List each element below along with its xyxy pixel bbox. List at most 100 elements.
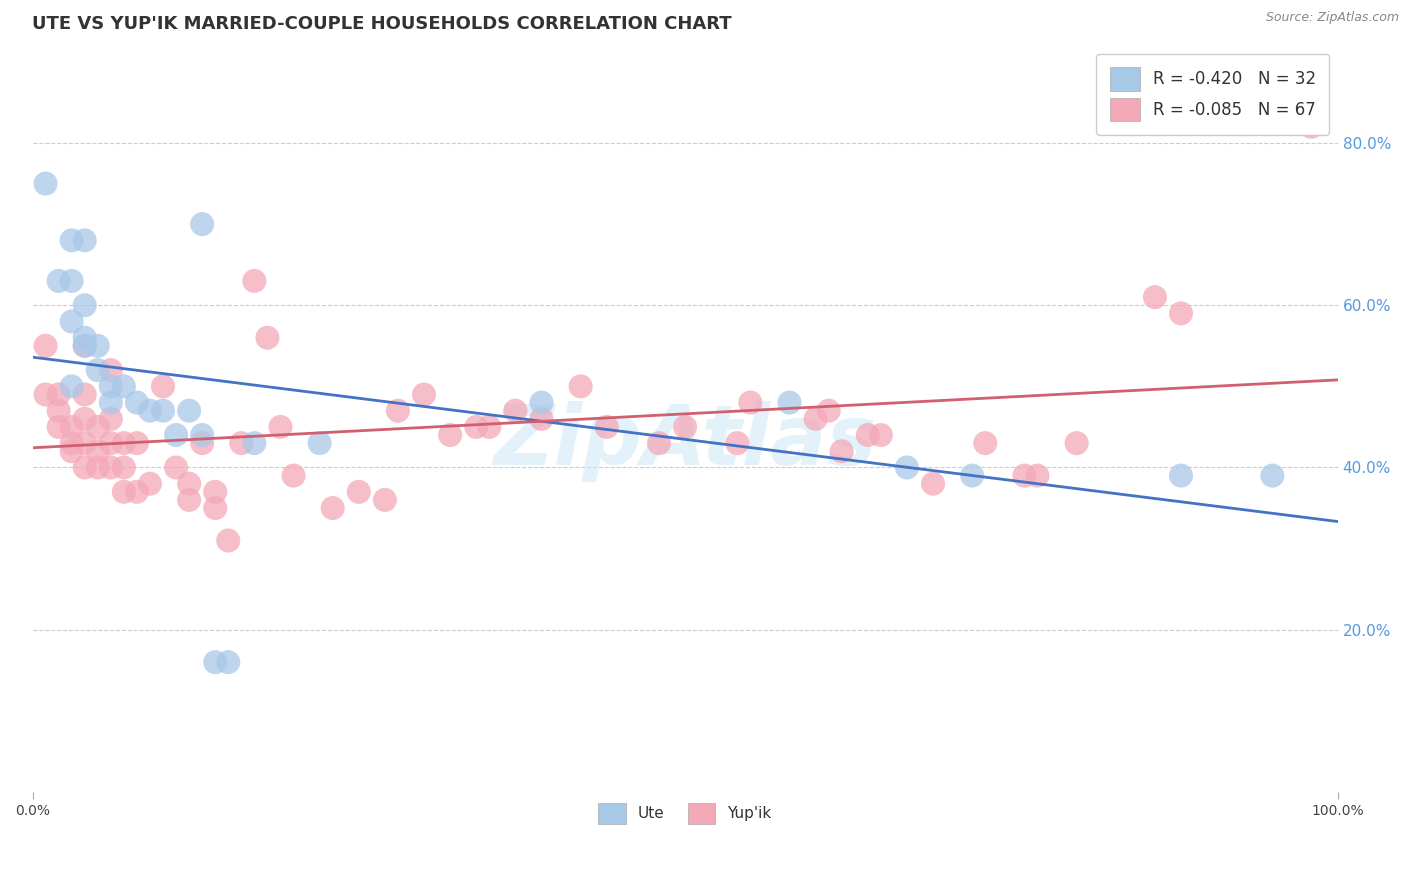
Point	[73, 339, 96, 353]
Point	[191, 428, 214, 442]
Point	[1014, 468, 1036, 483]
Point	[231, 436, 253, 450]
Point	[530, 412, 553, 426]
Point	[60, 274, 83, 288]
Point	[100, 412, 122, 426]
Point	[217, 655, 239, 669]
Point	[308, 436, 330, 450]
Point	[191, 436, 214, 450]
Point	[740, 395, 762, 409]
Point	[152, 379, 174, 393]
Text: ZipAtlas: ZipAtlas	[494, 401, 876, 482]
Point	[243, 274, 266, 288]
Point	[505, 403, 527, 417]
Point	[256, 331, 278, 345]
Point	[125, 484, 148, 499]
Point	[283, 468, 305, 483]
Point	[922, 476, 945, 491]
Point	[73, 436, 96, 450]
Point	[165, 460, 187, 475]
Point	[48, 387, 70, 401]
Point	[269, 420, 291, 434]
Point	[243, 436, 266, 450]
Point	[530, 395, 553, 409]
Point	[569, 379, 592, 393]
Point	[804, 412, 827, 426]
Point	[100, 379, 122, 393]
Point	[34, 177, 56, 191]
Point	[322, 501, 344, 516]
Point	[125, 436, 148, 450]
Point	[217, 533, 239, 548]
Point	[73, 298, 96, 312]
Point	[152, 403, 174, 417]
Point	[100, 460, 122, 475]
Point	[139, 403, 162, 417]
Point	[73, 460, 96, 475]
Point	[112, 484, 135, 499]
Point	[34, 387, 56, 401]
Point	[73, 412, 96, 426]
Legend: Ute, Yup'ik: Ute, Yup'ik	[586, 790, 785, 837]
Point	[179, 403, 201, 417]
Point	[60, 233, 83, 247]
Point	[974, 436, 997, 450]
Point	[673, 420, 696, 434]
Text: Source: ZipAtlas.com: Source: ZipAtlas.com	[1265, 11, 1399, 24]
Point	[60, 444, 83, 458]
Point	[1066, 436, 1088, 450]
Point	[465, 420, 488, 434]
Point	[87, 460, 110, 475]
Point	[60, 379, 83, 393]
Point	[60, 420, 83, 434]
Point	[87, 339, 110, 353]
Point	[100, 363, 122, 377]
Point	[439, 428, 461, 442]
Point	[817, 403, 839, 417]
Point	[1170, 306, 1192, 320]
Point	[48, 403, 70, 417]
Point	[204, 484, 226, 499]
Point	[856, 428, 879, 442]
Point	[48, 420, 70, 434]
Point	[73, 331, 96, 345]
Point	[204, 655, 226, 669]
Point	[87, 420, 110, 434]
Point	[112, 436, 135, 450]
Point	[87, 444, 110, 458]
Point	[165, 428, 187, 442]
Point	[34, 339, 56, 353]
Point	[387, 403, 409, 417]
Point	[779, 395, 801, 409]
Point	[1261, 468, 1284, 483]
Point	[1170, 468, 1192, 483]
Point	[413, 387, 436, 401]
Point	[139, 476, 162, 491]
Point	[1143, 290, 1166, 304]
Point	[960, 468, 983, 483]
Point	[478, 420, 501, 434]
Point	[648, 436, 671, 450]
Point	[179, 476, 201, 491]
Point	[1026, 468, 1049, 483]
Point	[1301, 120, 1323, 134]
Point	[374, 492, 396, 507]
Text: UTE VS YUP'IK MARRIED-COUPLE HOUSEHOLDS CORRELATION CHART: UTE VS YUP'IK MARRIED-COUPLE HOUSEHOLDS …	[32, 15, 733, 33]
Point	[347, 484, 370, 499]
Point	[60, 436, 83, 450]
Point	[87, 363, 110, 377]
Point	[100, 436, 122, 450]
Point	[73, 339, 96, 353]
Point	[73, 233, 96, 247]
Point	[112, 460, 135, 475]
Point	[191, 217, 214, 231]
Point	[125, 395, 148, 409]
Point	[100, 395, 122, 409]
Point	[869, 428, 891, 442]
Point	[48, 274, 70, 288]
Point	[596, 420, 619, 434]
Point	[73, 387, 96, 401]
Point	[831, 444, 853, 458]
Point	[204, 501, 226, 516]
Point	[725, 436, 748, 450]
